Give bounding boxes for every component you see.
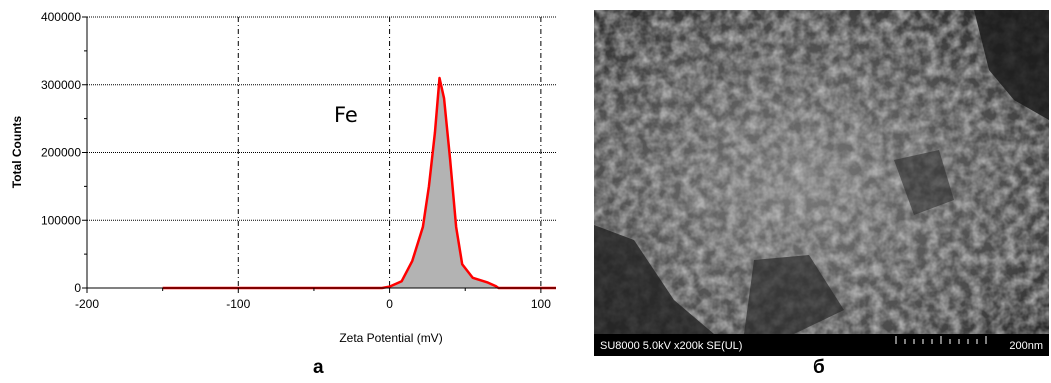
- y-axis-title: Total Counts: [10, 115, 24, 188]
- sem-micrograph-image: [594, 10, 1049, 334]
- x-tick-label: -100: [226, 297, 250, 311]
- sem-scale-label: 200nm: [1009, 340, 1043, 352]
- series-area-fill: [162, 77, 557, 288]
- element-annotation: Fe: [334, 103, 358, 127]
- y-tick-label: 0: [74, 281, 81, 295]
- panel-label-b: б: [813, 357, 825, 378]
- panel-label-a: а: [313, 357, 324, 378]
- y-tick-label: 400000: [41, 10, 81, 24]
- series-layer: [162, 76, 557, 290]
- x-axis-title: Zeta Potential (mV): [339, 331, 442, 345]
- y-tick-label: 300000: [41, 78, 81, 92]
- grid: [87, 16, 556, 288]
- ticks: 0 100000 200000 300000 400000 -200 -100 0 100: [41, 10, 551, 311]
- x-tick-label: -200: [75, 297, 99, 311]
- sem-scale-bar: [895, 336, 987, 344]
- series-line: [162, 76, 556, 290]
- sem-parameters: SU8000 5.0kV x200k SE(UL): [600, 340, 743, 352]
- x-tick-label: 0: [386, 297, 393, 311]
- zeta-potential-chart: 0 100000 200000 300000 400000 -200 -100 0 100 Ze…: [10, 10, 557, 345]
- sem-info-bar: SU8000 5.0kV x200k SE(UL) 200nm: [594, 334, 1049, 356]
- x-tick-label: 100: [531, 297, 551, 311]
- y-tick-label: 200000: [41, 146, 81, 160]
- sem-micrograph-panel: SU8000 5.0kV x200k SE(UL) 200nm: [594, 10, 1049, 356]
- y-tick-label: 100000: [41, 213, 81, 227]
